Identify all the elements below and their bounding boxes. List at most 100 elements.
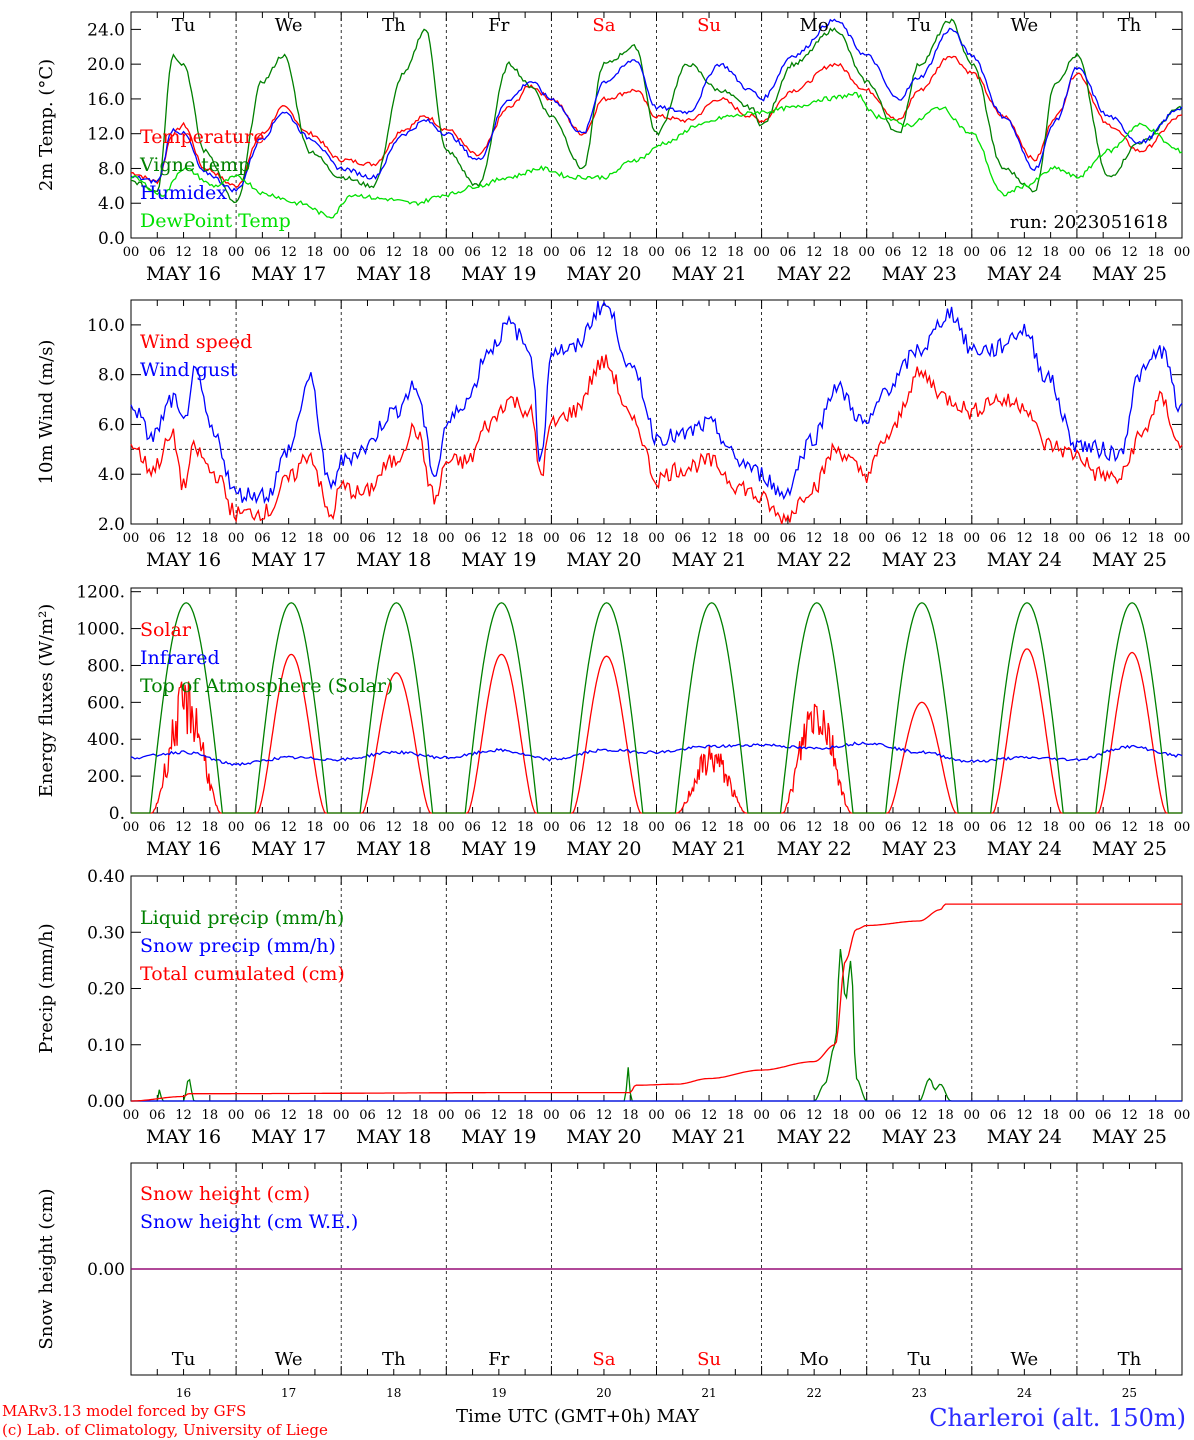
y-tick-label: 20.0 (87, 55, 125, 75)
y-tick-label: 0. (109, 804, 125, 824)
hour-tick-label: 06 (1095, 820, 1112, 835)
hour-tick-label: 00 (858, 1108, 875, 1123)
date-label: MAY 18 (356, 263, 431, 285)
hour-tick-label: 12 (280, 531, 297, 546)
date-label: MAY 19 (461, 1126, 536, 1148)
hour-tick-label: 06 (464, 820, 481, 835)
y-axis-label: Precip (mm/h) (36, 923, 57, 1053)
hour-tick-label: 00 (228, 245, 245, 260)
hour-tick-label: 06 (359, 820, 376, 835)
date-label: MAY 23 (882, 1126, 957, 1148)
date-label: MAY 21 (671, 838, 746, 860)
date-label: MAY 17 (251, 263, 326, 285)
hour-tick-label: 18 (622, 245, 639, 260)
hour-tick-label: 12 (701, 531, 718, 546)
hour-tick-label: 00 (858, 820, 875, 835)
hour-tick-label: 06 (675, 531, 692, 546)
date-label: MAY 22 (777, 1126, 852, 1148)
series-infrared (130, 741, 1183, 767)
weekday-label: Tu (907, 15, 931, 36)
hour-tick-label: 12 (1016, 1108, 1033, 1123)
hour-tick-label: 06 (780, 531, 797, 546)
hour-tick-label: 06 (675, 820, 692, 835)
hour-tick-label: 18 (517, 245, 534, 260)
hour-tick-label: 00 (964, 820, 981, 835)
weekday-label: Fr (488, 1349, 509, 1370)
legend-entry: Wind speed (140, 331, 252, 353)
hour-tick-label: 12 (1016, 245, 1033, 260)
hour-tick-label: 00 (123, 1108, 140, 1123)
legend-entry: Infrared (140, 647, 220, 669)
hour-tick-label: 12 (1016, 531, 1033, 546)
y-tick-label: 0.0 (98, 229, 125, 249)
date-label: MAY 19 (461, 263, 536, 285)
y-tick-label: 4.0 (98, 465, 125, 485)
hour-tick-label: 06 (569, 531, 586, 546)
hour-tick-label: 00 (858, 245, 875, 260)
date-label: MAY 20 (566, 1126, 641, 1148)
hour-tick-label: 12 (1016, 820, 1033, 835)
date-label: MAY 20 (566, 549, 641, 571)
date-label: MAY 25 (1092, 1126, 1167, 1148)
hour-tick-label: 06 (149, 1108, 166, 1123)
hour-tick-label: 00 (438, 245, 455, 260)
hour-tick-label: 06 (569, 1108, 586, 1123)
hour-tick-label: 18 (517, 531, 534, 546)
hour-tick-label: 00 (1174, 245, 1191, 260)
day-number-label: 21 (701, 1386, 716, 1400)
hour-tick-label: 12 (806, 245, 823, 260)
hour-tick-label: 18 (1147, 531, 1164, 546)
hour-tick-label: 12 (806, 820, 823, 835)
hour-tick-label: 18 (1042, 820, 1059, 835)
y-tick-label: 0.20 (87, 980, 125, 1000)
day-number-label: 20 (596, 1386, 611, 1400)
hour-tick-label: 00 (438, 1108, 455, 1123)
hour-tick-label: 06 (149, 531, 166, 546)
hour-tick-label: 00 (1069, 1108, 1086, 1123)
series-humidex (130, 18, 1183, 193)
y-tick-label: 16.0 (87, 90, 125, 110)
day-number-label: 18 (386, 1386, 401, 1400)
hour-tick-label: 18 (622, 820, 639, 835)
date-label: MAY 16 (146, 263, 221, 285)
weekday-label: Su (697, 15, 721, 36)
hour-tick-label: 12 (280, 1108, 297, 1123)
y-tick-label: 0.30 (87, 923, 125, 943)
day-number-label: 25 (1122, 1386, 1137, 1400)
hour-tick-label: 12 (385, 1108, 402, 1123)
hour-tick-label: 18 (1147, 1108, 1164, 1123)
hour-tick-label: 06 (780, 245, 797, 260)
date-label: MAY 22 (777, 549, 852, 571)
legend-entry: Snow precip (mm/h) (140, 935, 336, 957)
y-tick-label: 24.0 (87, 20, 125, 40)
hour-tick-label: 18 (727, 820, 744, 835)
hour-tick-label: 18 (727, 531, 744, 546)
hour-tick-label: 12 (911, 245, 928, 260)
y-tick-label: 12.0 (87, 125, 125, 145)
hour-tick-label: 12 (806, 531, 823, 546)
hour-tick-label: 18 (412, 531, 429, 546)
hour-tick-label: 12 (491, 531, 508, 546)
series-total-cumulated-cm- (131, 903, 1182, 1102)
hour-tick-label: 06 (990, 531, 1007, 546)
hour-tick-label: 18 (307, 1108, 324, 1123)
hour-tick-label: 06 (569, 820, 586, 835)
day-number-label: 16 (176, 1386, 191, 1400)
hour-tick-label: 06 (254, 1108, 271, 1123)
hour-tick-label: 00 (123, 820, 140, 835)
hour-tick-label: 00 (438, 531, 455, 546)
hour-tick-label: 18 (1042, 245, 1059, 260)
run-annotation: run: 2023051618 (1010, 212, 1168, 233)
date-label: MAY 16 (146, 549, 221, 571)
date-label: MAY 18 (356, 549, 431, 571)
hour-tick-label: 06 (569, 245, 586, 260)
hour-tick-label: 18 (622, 1108, 639, 1123)
hour-tick-label: 12 (701, 820, 718, 835)
hour-tick-label: 12 (1121, 245, 1138, 260)
hour-tick-label: 12 (175, 245, 192, 260)
weekday-label: Th (1118, 1349, 1142, 1370)
date-label: MAY 23 (882, 549, 957, 571)
date-label: MAY 22 (777, 838, 852, 860)
hour-tick-label: 00 (438, 820, 455, 835)
x-axis-month: MAY (656, 1406, 700, 1427)
